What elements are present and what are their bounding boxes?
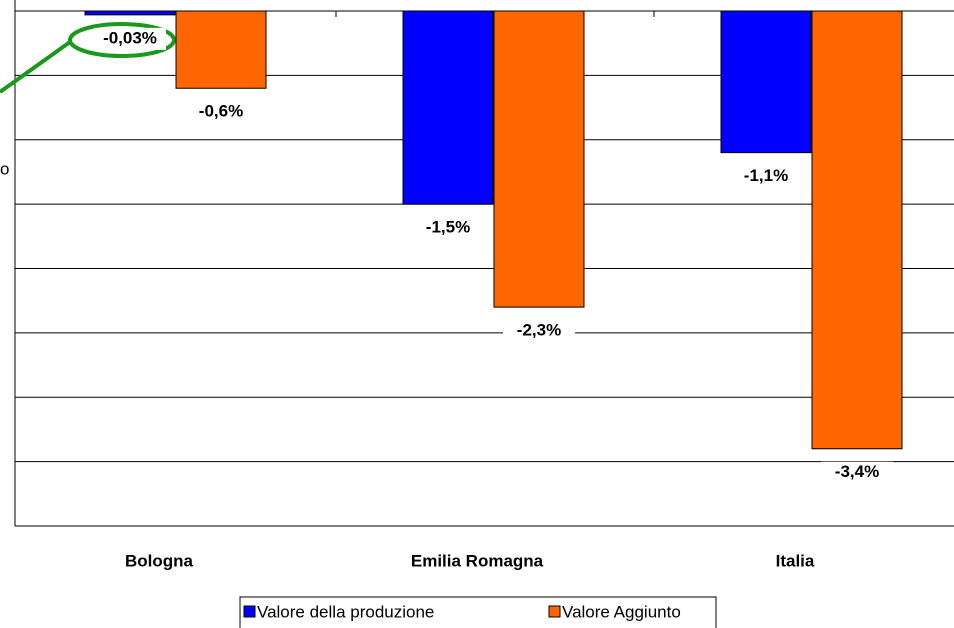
legend-box (239, 596, 717, 628)
value-label-bg (185, 101, 257, 124)
highlight-arrow (0, 40, 72, 94)
value-label: -2,3% (517, 321, 561, 340)
value-label-bg (821, 461, 893, 484)
bar (175, 10, 267, 89)
value-label-bg (503, 320, 575, 343)
legend-swatch (243, 605, 256, 618)
legend-swatch (548, 605, 561, 618)
legend-label: Valore della produzione (257, 602, 434, 621)
value-label: -1,1% (744, 166, 788, 185)
value-label-bg (94, 27, 166, 50)
value-label-bg (730, 165, 802, 188)
bar (402, 10, 494, 205)
value-label: -0,03% (103, 28, 157, 47)
bar (493, 10, 585, 308)
x-tick-label: Bologna (125, 551, 194, 570)
y-axis-label: o (0, 159, 9, 178)
x-tick-label: Italia (776, 551, 815, 570)
legend-label: Valore Aggiunto (562, 602, 681, 621)
x-tick-label: Emilia Romagna (411, 551, 544, 570)
bar (84, 10, 176, 16)
value-label: -1,5% (426, 218, 470, 237)
value-label: -3,4% (835, 462, 879, 481)
bar (720, 10, 812, 154)
value-label-bg (412, 217, 484, 240)
highlight-ellipse (68, 22, 176, 58)
bar (811, 10, 903, 450)
value-label: -0,6% (199, 102, 243, 121)
